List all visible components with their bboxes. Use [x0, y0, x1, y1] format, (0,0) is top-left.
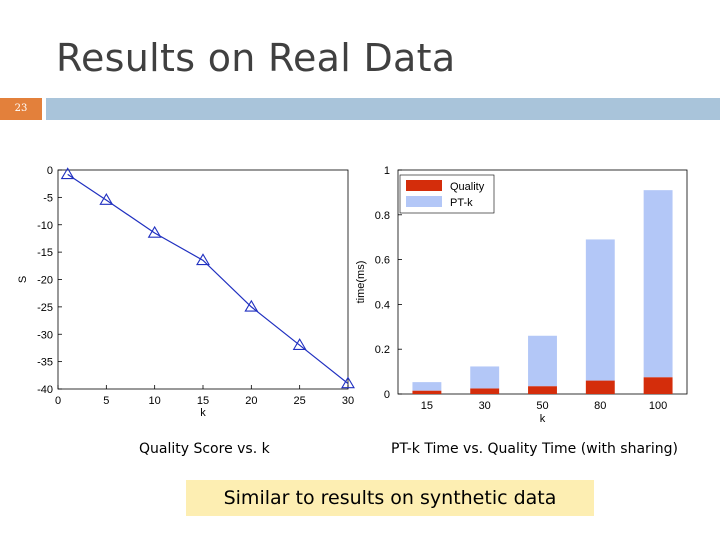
x-tick-label: 15: [421, 400, 433, 412]
y-tick-label: -15: [37, 247, 53, 259]
y-tick-label: -25: [37, 302, 53, 314]
legend-label: PT-k: [450, 197, 473, 209]
y-tick-label: 1: [384, 165, 390, 177]
y-tick-label: 0: [384, 389, 390, 401]
x-tick-label: 0: [55, 395, 61, 407]
header-bar: [46, 98, 720, 120]
x-axis-label: k: [200, 407, 206, 419]
caption-left: Quality Score vs. k: [139, 441, 270, 457]
x-tick-label: 15: [197, 395, 209, 407]
x-tick-label: 10: [149, 395, 161, 407]
summary-callout: Similar to results on synthetic data: [186, 480, 594, 516]
data-point-marker: [244, 299, 259, 312]
bar-quality: [528, 386, 557, 394]
y-tick-label: -10: [37, 220, 53, 232]
legend-label: Quality: [450, 181, 485, 193]
bar-pt-k: [412, 382, 442, 391]
slide-title: Results on Real Data: [56, 36, 456, 80]
bar-pt-k: [643, 190, 673, 378]
bar-quality: [412, 390, 442, 394]
x-axis-label: k: [540, 413, 546, 425]
y-tick-label: 0: [47, 165, 53, 177]
y-axis-label: S: [17, 276, 29, 283]
x-tick-label: 100: [649, 400, 667, 412]
bar-pt-k: [470, 366, 500, 389]
bar-quality: [470, 388, 500, 394]
data-point-marker: [292, 338, 307, 350]
bar-pt-k: [528, 335, 557, 387]
x-tick-label: 20: [245, 395, 257, 407]
data-point-marker: [147, 225, 162, 238]
data-point-marker: [196, 253, 210, 266]
x-tick-label: 80: [594, 400, 606, 412]
slide-number-badge: [0, 98, 42, 120]
legend-swatch: [406, 180, 442, 191]
y-tick-label: -5: [43, 192, 53, 204]
slide-number: 23: [14, 103, 28, 114]
x-tick-label: 30: [479, 400, 491, 412]
series-line: [67, 173, 349, 384]
bar-quality: [585, 380, 615, 394]
bar-pt-k: [585, 239, 615, 381]
legend-swatch: [406, 196, 442, 207]
y-tick-label: 0.2: [375, 344, 390, 356]
x-tick-label: 5: [103, 395, 109, 407]
y-tick-label: 0.6: [375, 255, 390, 267]
plot-area: [57, 169, 349, 390]
caption-right: PT-k Time vs. Quality Time (with sharing…: [391, 441, 678, 457]
y-tick-label: -20: [37, 275, 53, 287]
quality-score-chart: 0 5 10 15 20 25 30 0 -5 -10 -15 -20 -25 -30 -35 -40 k S: [17, 165, 355, 419]
bar-quality: [643, 377, 673, 394]
data-point-marker: [341, 376, 355, 389]
y-tick-label: -40: [37, 384, 53, 396]
time-bar-chart: 0 0.2 0.4 0.6 0.8 1 15 30 50 80 100 k time(ms) Qualit…: [355, 165, 688, 425]
x-tick-label: 30: [342, 395, 354, 407]
y-tick-label: 0.8: [375, 210, 390, 222]
x-tick-label: 50: [536, 400, 548, 412]
x-tick-label: 25: [294, 395, 306, 407]
y-tick-label: -35: [37, 357, 53, 369]
y-tick-label: -30: [37, 329, 53, 341]
data-point-marker: [60, 167, 75, 180]
y-tick-label: 0.4: [375, 299, 390, 311]
y-axis-label: time(ms): [355, 261, 367, 304]
data-point-marker: [99, 193, 114, 205]
